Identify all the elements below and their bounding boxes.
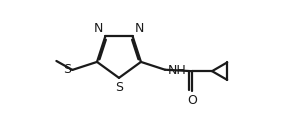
Text: NH: NH [167,64,186,77]
Text: S: S [115,81,123,94]
Text: S: S [63,63,71,76]
Text: N: N [135,22,144,35]
Text: O: O [187,94,197,107]
Text: N: N [94,22,103,35]
